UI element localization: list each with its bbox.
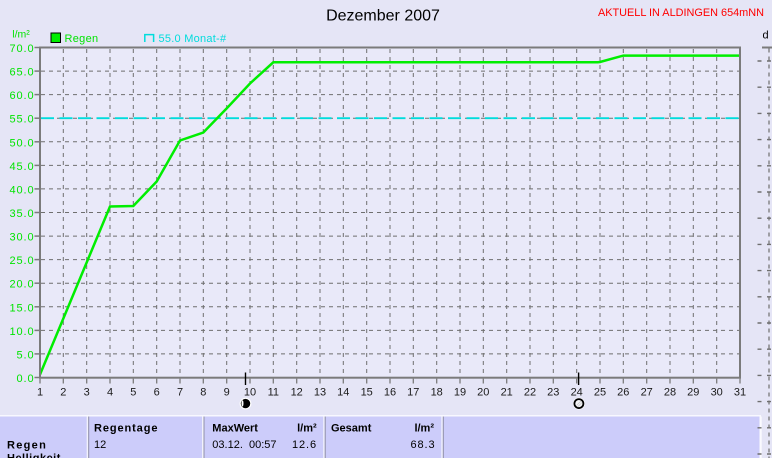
svg-text:20.0: 20.0	[9, 279, 34, 291]
svg-text:9: 9	[224, 387, 230, 399]
svg-text:12: 12	[291, 387, 303, 399]
svg-text:3: 3	[84, 387, 90, 399]
svg-text:68.3: 68.3	[410, 439, 435, 451]
svg-text:65.0: 65.0	[9, 67, 34, 79]
svg-text:0.0: 0.0	[17, 373, 35, 385]
svg-text:8: 8	[200, 387, 206, 399]
svg-text:Dezember 2007: Dezember 2007	[326, 8, 440, 25]
svg-text:Gesamt: Gesamt	[331, 423, 372, 435]
svg-text:24: 24	[571, 387, 583, 399]
svg-text:17: 17	[407, 387, 419, 399]
svg-text:26: 26	[617, 387, 629, 399]
svg-text:21: 21	[501, 387, 513, 399]
svg-text:2: 2	[60, 387, 66, 399]
svg-text:Regen: Regen	[65, 33, 99, 45]
svg-text:14: 14	[337, 387, 349, 399]
svg-text:25.0: 25.0	[9, 255, 34, 267]
svg-text:29: 29	[687, 387, 699, 399]
svg-text:13: 13	[314, 387, 326, 399]
svg-text:20: 20	[477, 387, 489, 399]
svg-text:d: d	[763, 30, 769, 42]
svg-text:27: 27	[641, 387, 653, 399]
svg-text:10.0: 10.0	[9, 326, 34, 338]
svg-text:35.0: 35.0	[9, 208, 34, 220]
svg-text:15.0: 15.0	[9, 302, 34, 314]
svg-text:7: 7	[177, 387, 183, 399]
svg-text:19: 19	[454, 387, 466, 399]
svg-text:31: 31	[734, 387, 746, 399]
svg-text:12: 12	[94, 439, 106, 451]
svg-text:25: 25	[594, 387, 606, 399]
svg-text:AKTUELL IN ALDINGEN 654mNN: AKTUELL IN ALDINGEN 654mNN	[598, 7, 764, 19]
svg-text:Regentage: Regentage	[94, 423, 158, 435]
svg-text:18: 18	[431, 387, 443, 399]
svg-text:55.0 Monat-#: 55.0 Monat-#	[159, 33, 227, 45]
svg-text:03.12. 00:57: 03.12. 00:57	[212, 439, 276, 451]
svg-text:4: 4	[107, 387, 113, 399]
svg-text:l/m²: l/m²	[297, 423, 317, 435]
svg-text:45.0: 45.0	[9, 161, 34, 173]
svg-text:50.0: 50.0	[9, 137, 34, 149]
svg-text:28: 28	[664, 387, 676, 399]
svg-text:Helligkeit: Helligkeit	[7, 452, 61, 458]
svg-text:70.0: 70.0	[9, 43, 34, 55]
svg-text:30.0: 30.0	[9, 232, 34, 244]
svg-text:22: 22	[524, 387, 536, 399]
svg-text:10: 10	[244, 387, 256, 399]
svg-text:6: 6	[154, 387, 160, 399]
svg-text:40.0: 40.0	[9, 184, 34, 196]
svg-text:16: 16	[384, 387, 396, 399]
svg-text:l/m²: l/m²	[414, 423, 434, 435]
svg-text:23: 23	[547, 387, 559, 399]
svg-text:12.6: 12.6	[292, 439, 317, 451]
svg-text:5: 5	[130, 387, 136, 399]
svg-text:l/m²: l/m²	[12, 29, 30, 41]
svg-text:1: 1	[37, 387, 43, 399]
svg-text:11: 11	[268, 387, 279, 399]
svg-text:MaxWert: MaxWert	[212, 423, 258, 435]
svg-text:5.0: 5.0	[17, 349, 35, 361]
svg-text:55.0: 55.0	[9, 114, 34, 126]
svg-text:60.0: 60.0	[9, 90, 34, 102]
svg-text:30: 30	[711, 387, 723, 399]
svg-text:15: 15	[361, 387, 373, 399]
svg-text:Regen: Regen	[7, 439, 47, 451]
